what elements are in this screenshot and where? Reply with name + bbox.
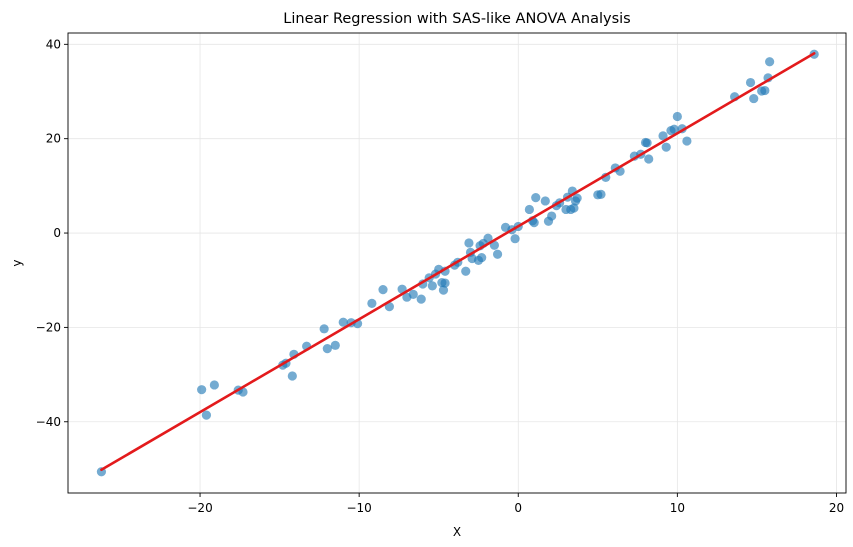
- grid: [68, 33, 846, 493]
- data-point: [765, 57, 775, 67]
- data-point: [749, 93, 759, 104]
- data-point: [547, 211, 557, 221]
- x-tick-label: 0: [514, 501, 522, 515]
- scatter-points: [96, 49, 819, 477]
- data-point: [440, 278, 450, 288]
- data-point: [464, 238, 474, 248]
- data-point: [745, 77, 756, 88]
- data-point: [477, 252, 487, 263]
- data-point: [197, 385, 207, 395]
- data-point: [483, 233, 493, 243]
- data-point: [330, 340, 340, 350]
- data-point: [427, 281, 437, 291]
- y-axis-label: y: [10, 259, 24, 266]
- data-point: [438, 285, 449, 295]
- regression-line-group: [100, 52, 816, 472]
- y-tick-label: −40: [36, 415, 61, 429]
- data-point: [529, 218, 539, 228]
- regression-line: [100, 52, 816, 472]
- data-point: [378, 285, 388, 295]
- chart-title: Linear Regression with SAS-like ANOVA An…: [283, 11, 630, 27]
- data-point: [661, 142, 671, 152]
- data-point: [572, 193, 582, 203]
- data-point: [540, 196, 550, 206]
- data-point: [596, 189, 606, 199]
- data-point: [338, 317, 348, 327]
- data-point: [461, 266, 471, 276]
- data-point: [531, 193, 541, 203]
- data-point: [319, 324, 329, 334]
- data-point: [760, 85, 770, 96]
- y-tick-label: −20: [36, 320, 61, 334]
- data-point: [669, 124, 679, 134]
- data-point: [322, 344, 332, 354]
- data-point: [287, 371, 297, 381]
- data-point: [658, 131, 668, 141]
- x-tick-label: 10: [670, 501, 685, 515]
- y-tick-label: 20: [46, 132, 61, 146]
- data-point: [569, 203, 579, 213]
- data-point: [642, 138, 652, 148]
- data-point: [524, 204, 534, 215]
- data-point: [672, 111, 682, 122]
- x-axis-label: X: [453, 525, 461, 539]
- data-point: [367, 298, 377, 308]
- data-point: [416, 294, 426, 304]
- data-point: [408, 289, 418, 299]
- data-point: [201, 410, 212, 420]
- y-tick-label: 0: [53, 226, 61, 240]
- x-tick-label: −10: [346, 501, 371, 515]
- data-point: [510, 234, 520, 244]
- data-point: [209, 380, 219, 390]
- plot-frame: [67, 32, 847, 494]
- data-point: [492, 249, 503, 259]
- x-axis-ticks: −20 −10 0 10 20: [187, 493, 844, 515]
- y-axis-ticks: −40 −20 0 20 40: [36, 37, 68, 429]
- data-point: [682, 136, 692, 146]
- data-point: [644, 154, 654, 164]
- x-tick-label: 20: [829, 501, 844, 515]
- y-tick-label: 40: [46, 37, 61, 51]
- x-tick-label: −20: [187, 501, 212, 515]
